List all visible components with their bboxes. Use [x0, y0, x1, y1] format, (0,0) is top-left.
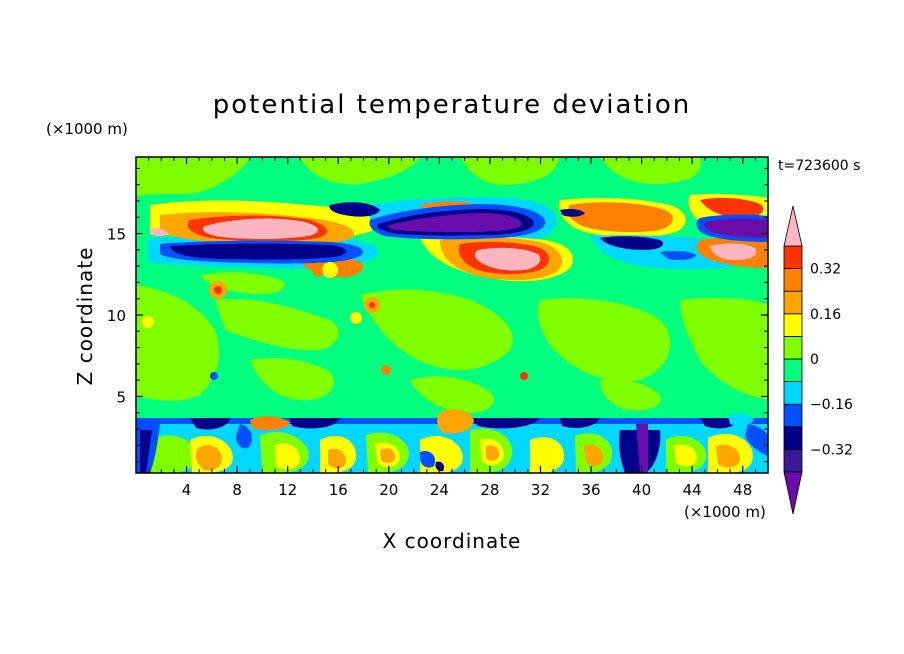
colorbar-segment — [783, 290, 803, 315]
x-tick-label: 20 — [379, 481, 398, 499]
colorbar-segment — [783, 403, 803, 428]
colorbar-segment — [783, 335, 803, 360]
y-tick-label: 10 — [107, 307, 126, 325]
y-unit-label: (×1000 m) — [46, 120, 128, 138]
x-tick-label: 40 — [632, 481, 651, 499]
x-tick-label: 4 — [182, 481, 192, 499]
colorbar-segment — [783, 381, 803, 405]
x-tick-label: 28 — [480, 481, 499, 499]
upper-layer-cold — [160, 202, 768, 264]
colorbar-max-arrow — [783, 205, 803, 247]
colorbar-segment — [783, 245, 803, 270]
colorbar-tick-label: −0.16 — [810, 397, 853, 413]
colorbar-tick-label: 0 — [810, 352, 819, 368]
x-tick-label: 48 — [733, 481, 752, 499]
y-axis: 5 10 15 — [107, 167, 768, 463]
x-axis-label: X coordinate — [383, 529, 522, 553]
x-tick-label: 8 — [232, 481, 242, 499]
x-tick-label: 16 — [329, 481, 348, 499]
mid-level-cells — [142, 262, 528, 380]
colorbar-tick-label: 0.16 — [810, 307, 841, 323]
colorbar-tick-label: 0.32 — [810, 262, 841, 278]
colorbar-segment — [783, 358, 803, 383]
chart-title: potential temperature deviation — [213, 90, 691, 120]
colorbar-segment — [783, 313, 803, 337]
colorbar-min-arrow — [783, 471, 803, 515]
y-tick-label: 15 — [107, 226, 126, 244]
x-tick-label: 24 — [430, 481, 449, 499]
x-tick-label: 32 — [531, 481, 550, 499]
colorbar-segment — [783, 426, 803, 450]
colorbar-segment — [783, 448, 803, 473]
x-unit-label: (×1000 m) — [684, 503, 766, 521]
contour-field — [136, 157, 768, 473]
x-axis: 4 8 12 16 20 24 28 32 36 40 44 48 — [148, 157, 756, 499]
colorbar-tick-label: −0.32 — [810, 442, 853, 458]
x-tick-label: 44 — [683, 481, 702, 499]
y-tick-label: 5 — [116, 388, 126, 406]
weak-positive-areas — [136, 157, 768, 413]
x-tick-label: 36 — [581, 481, 600, 499]
y-axis-label: Z coordinate — [73, 247, 97, 386]
colorbar: 0.32 0.16 0 −0.16 −0.32 — [783, 205, 853, 515]
time-label: t=723600 s — [778, 158, 860, 174]
colorbar-segment — [783, 268, 803, 292]
lower-layer — [136, 409, 768, 473]
x-tick-label: 12 — [278, 481, 297, 499]
